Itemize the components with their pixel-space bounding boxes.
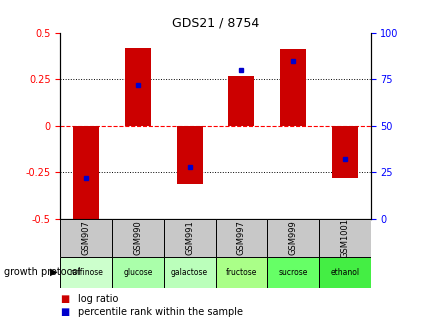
Bar <box>125 48 150 126</box>
Bar <box>163 257 215 288</box>
Bar <box>318 219 370 257</box>
Text: galactose: galactose <box>171 268 208 277</box>
Text: raffinose: raffinose <box>69 268 103 277</box>
Bar <box>280 49 305 126</box>
Bar <box>267 219 318 257</box>
Text: GDS21 / 8754: GDS21 / 8754 <box>172 16 258 29</box>
Text: GSM999: GSM999 <box>288 220 297 255</box>
Text: GSM997: GSM997 <box>237 220 245 255</box>
Bar <box>73 126 99 223</box>
Text: GSM907: GSM907 <box>82 220 90 255</box>
Text: sucrose: sucrose <box>278 268 307 277</box>
Text: fructose: fructose <box>225 268 256 277</box>
Bar <box>60 257 112 288</box>
Text: ■: ■ <box>60 307 69 317</box>
Text: GSM991: GSM991 <box>185 220 194 255</box>
Text: growth protocol: growth protocol <box>4 267 81 277</box>
Text: glucose: glucose <box>123 268 152 277</box>
Text: GSM1001: GSM1001 <box>340 218 348 258</box>
Text: ethanol: ethanol <box>329 268 359 277</box>
Bar <box>176 126 202 184</box>
Bar <box>228 76 254 126</box>
Bar <box>112 219 163 257</box>
Text: log ratio: log ratio <box>77 294 118 304</box>
Bar <box>112 257 163 288</box>
Bar <box>163 219 215 257</box>
Text: GSM990: GSM990 <box>133 220 142 255</box>
Text: percentile rank within the sample: percentile rank within the sample <box>77 307 242 317</box>
Bar <box>215 219 267 257</box>
Bar <box>318 257 370 288</box>
Bar <box>267 257 318 288</box>
Text: ▶: ▶ <box>50 267 58 277</box>
Bar <box>60 219 112 257</box>
Bar <box>331 126 357 178</box>
Text: ■: ■ <box>60 294 69 304</box>
Bar <box>215 257 267 288</box>
